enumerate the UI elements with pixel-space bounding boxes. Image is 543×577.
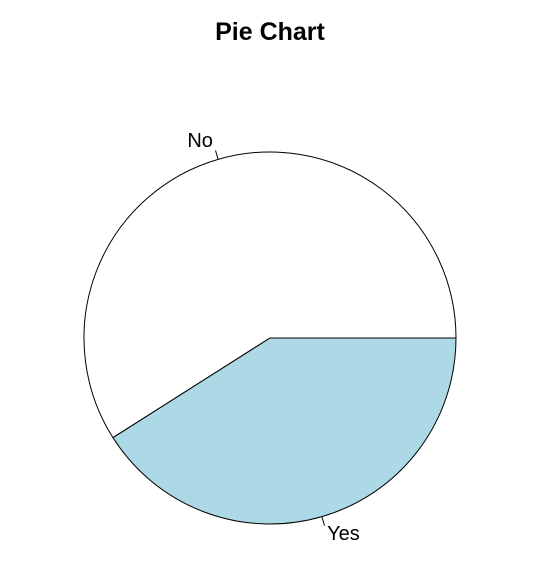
pie-labels: No Yes xyxy=(187,130,359,545)
pie-label-yes: Yes xyxy=(327,523,360,545)
pie-slice-no xyxy=(83,151,457,439)
pie-slices xyxy=(83,151,457,525)
chart-title: Pie Chart xyxy=(215,18,325,46)
pie-label-tick-yes xyxy=(321,516,325,526)
pie-label-tick-no xyxy=(215,150,219,160)
pie-slice-yes xyxy=(112,337,457,525)
pie-label-no: No xyxy=(187,130,213,152)
